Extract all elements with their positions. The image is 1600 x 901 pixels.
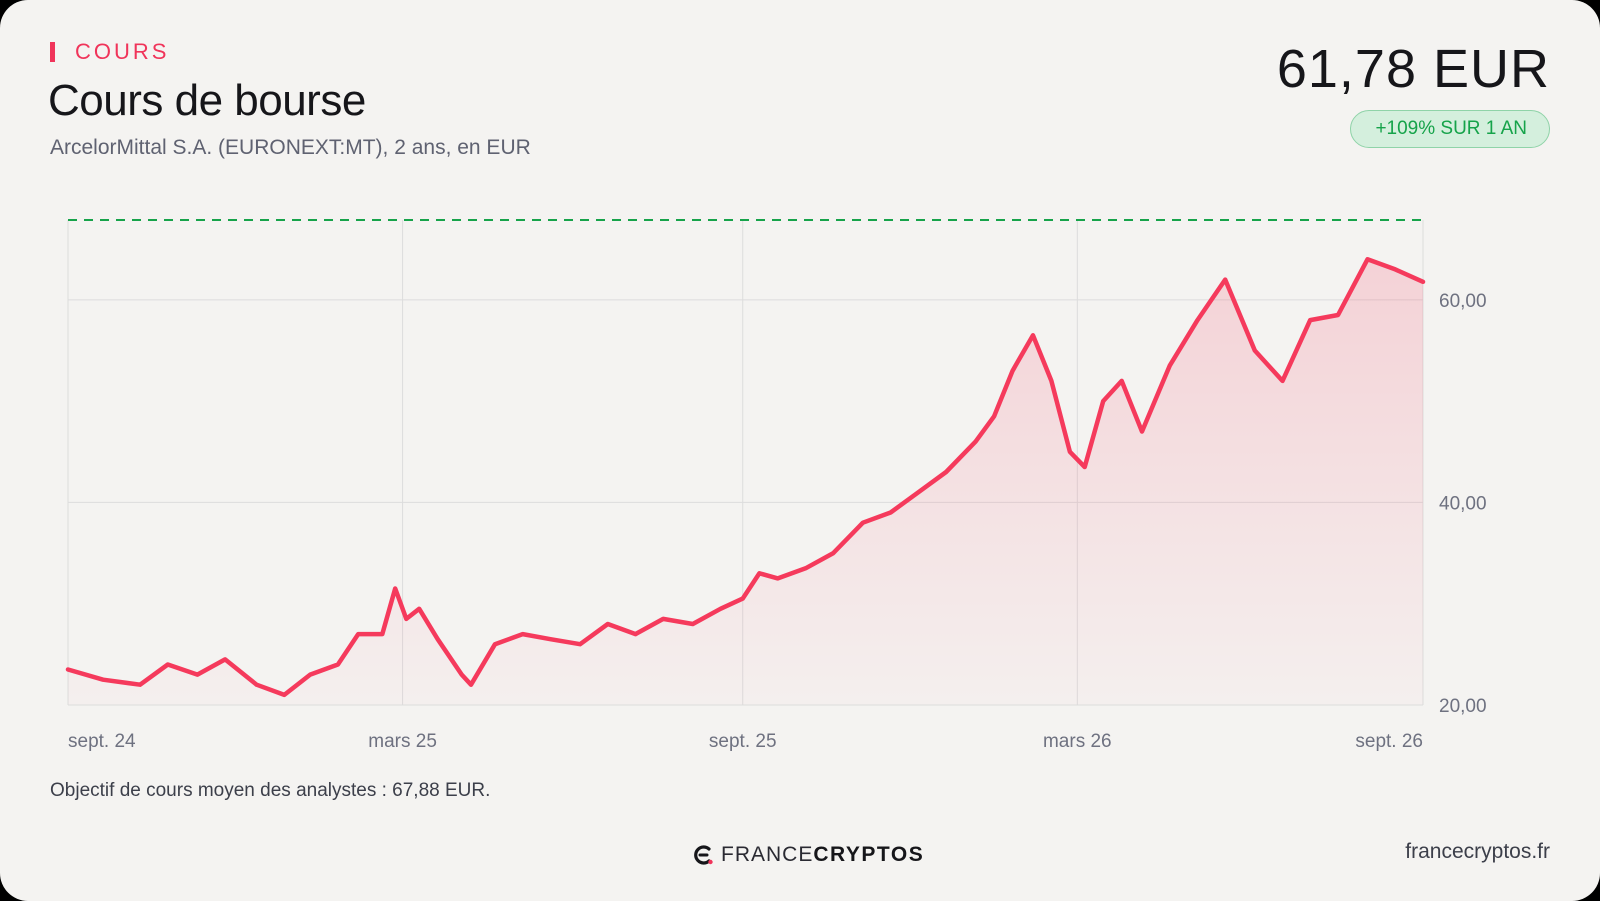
x-tick-label: sept. 24 (68, 731, 136, 752)
change-badge-label: +109% SUR 1 AN (1375, 118, 1527, 139)
x-tick-label: mars 26 (1043, 731, 1112, 752)
y-tick-label: 40,00 (1439, 493, 1487, 514)
analyst-target-note: Objectif de cours moyen des analystes : … (50, 780, 491, 801)
current-price: 61,78 EUR (1276, 39, 1550, 99)
section-accent-bar (50, 42, 55, 62)
x-tick-label: sept. 26 (1355, 731, 1423, 752)
brand: FRANCE CRYPTOS (693, 843, 924, 867)
price-area (68, 259, 1423, 705)
x-tick-label: mars 25 (368, 731, 437, 752)
price-chart: 20,00 40,00 60,00 sept. 24 mars 25 sept. 25 ma… (65, 219, 1487, 752)
y-tick-label: 20,00 (1439, 696, 1487, 717)
section-label: COURS (75, 39, 170, 64)
price-line (65, 257, 1426, 698)
x-tick-label: sept. 25 (709, 731, 777, 752)
brand-name-bold: CRYPTOS (813, 843, 925, 866)
site-url: francecryptos.fr (1405, 840, 1550, 863)
page-title: Cours de bourse (48, 76, 366, 125)
brand-name-light: FRANCE (721, 843, 814, 866)
brand-logo-icon (694, 845, 713, 865)
y-tick-label: 60,00 (1439, 291, 1487, 312)
page-subtitle: ArcelorMittal S.A. (EURONEXT:MT), 2 ans,… (50, 136, 531, 159)
section-header: COURS (50, 39, 170, 64)
change-badge: +109% SUR 1 AN (1350, 110, 1550, 148)
